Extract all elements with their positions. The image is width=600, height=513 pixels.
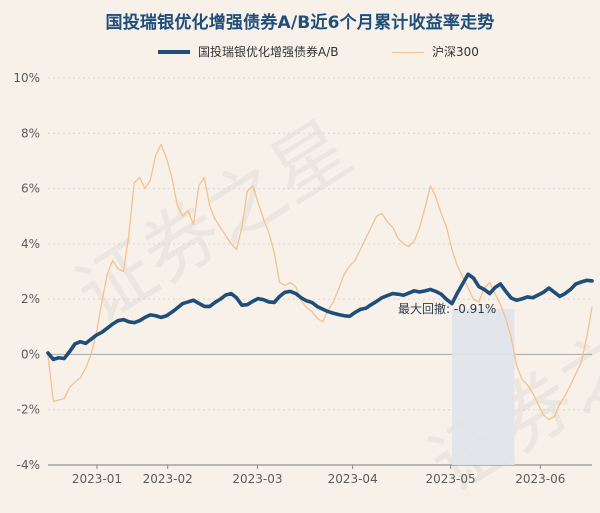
series-line-fund bbox=[46, 272, 594, 362]
y-tick-label: 0% bbox=[21, 347, 40, 361]
legend-label-hs300: 沪深300 bbox=[432, 45, 479, 59]
chart-svg: 10% 8% 6% 4% 2% 0% -2% -4% 2023-01 2023-02 2023-03… bbox=[13, 71, 594, 486]
legend-item-fund: 国投瑞银优化增强债券A/B bbox=[158, 44, 339, 60]
x-tick-label: 2023-05 bbox=[425, 472, 475, 486]
legend-swatch-fund bbox=[158, 50, 190, 54]
legend-swatch-hs300 bbox=[392, 51, 424, 53]
chart-legend: 国投瑞银优化增强债券A/B 沪深300 bbox=[0, 44, 600, 64]
x-tick-label: 2023-06 bbox=[515, 472, 565, 486]
drawdown-label: 最大回撤: -0.91% bbox=[398, 302, 497, 316]
y-tick-label: 8% bbox=[21, 126, 40, 140]
y-tick-label: 4% bbox=[21, 237, 40, 251]
x-tick-label: 2023-04 bbox=[328, 472, 378, 486]
y-tick-label: 10% bbox=[13, 71, 40, 85]
drawdown-band bbox=[451, 309, 515, 465]
x-tick-label: 2023-01 bbox=[72, 472, 122, 486]
x-tick-label: 2023-02 bbox=[143, 472, 193, 486]
chart-title: 国投瑞银优化增强债券A/B近6个月累计收益率走势 bbox=[105, 13, 495, 33]
chart-root: 国投瑞银优化增强债券A/B近6个月累计收益率走势 国投瑞银优化增强债券A/B 沪… bbox=[0, 13, 600, 510]
x-tick-label: 2023-03 bbox=[232, 472, 282, 486]
y-tick-label: 2% bbox=[21, 292, 40, 306]
y-tick-label: -4% bbox=[17, 458, 40, 472]
y-tick-label: 6% bbox=[21, 182, 40, 196]
legend-label-fund: 国投瑞银优化增强债券A/B bbox=[198, 45, 339, 59]
legend-item-hs300: 沪深300 bbox=[392, 44, 479, 60]
y-tick-label: -2% bbox=[17, 403, 40, 417]
series-line-hs300 bbox=[47, 143, 593, 421]
